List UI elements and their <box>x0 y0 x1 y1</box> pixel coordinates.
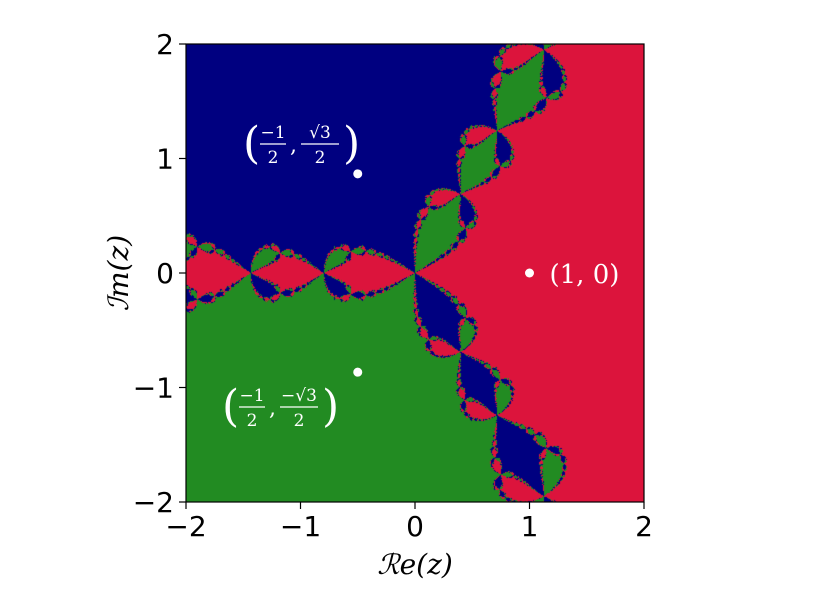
x-tick-label: 1 <box>521 510 539 543</box>
y-axis-label: ℐm(z) <box>102 235 135 311</box>
root-point <box>525 268 534 278</box>
root-label-open-paren: ( <box>243 118 260 169</box>
y-tick-label: −1 <box>133 372 174 405</box>
root-label-den-x: 2 <box>247 411 258 431</box>
x-tick-label: −2 <box>165 510 206 543</box>
y-tick-label: 0 <box>156 257 174 290</box>
root-label-den-y: 2 <box>315 148 326 168</box>
root-label-num-y: −√3 <box>281 386 317 406</box>
y-tick-label: −2 <box>133 486 174 519</box>
x-tick-label: 2 <box>635 510 653 543</box>
y-tick-label: 1 <box>156 143 174 176</box>
root-annotations: (1, 0)(−12, √32)(−12, −√32) <box>222 118 619 432</box>
root-points <box>353 169 534 377</box>
x-tick-label: −1 <box>280 510 321 543</box>
plot-area <box>186 44 644 502</box>
root-point <box>353 367 363 377</box>
root-label-close-paren: ) <box>322 381 339 432</box>
root-point <box>353 169 363 179</box>
x-tick-label: 0 <box>406 510 424 543</box>
root-label-real: (1, 0) <box>550 260 620 290</box>
x-axis-label: ℛe(z) <box>377 548 453 581</box>
basin-heatmap <box>186 44 644 502</box>
root-label-comma: , <box>269 396 276 421</box>
root-label-open-paren: ( <box>222 381 239 432</box>
axis-ticks: −2 −1 0 1 2 −2 −1 0 1 2 <box>133 28 653 543</box>
root-label-num-y: √3 <box>309 123 331 143</box>
root-label-num-x: −1 <box>260 123 285 143</box>
y-tick-label: 2 <box>156 28 174 61</box>
root-label-num-x: −1 <box>239 386 264 406</box>
root-label-den-y: 2 <box>294 411 305 431</box>
root-label-comma: , <box>290 133 297 158</box>
root-label-den-x: 2 <box>268 148 279 168</box>
root-label-close-paren: ) <box>343 118 360 169</box>
